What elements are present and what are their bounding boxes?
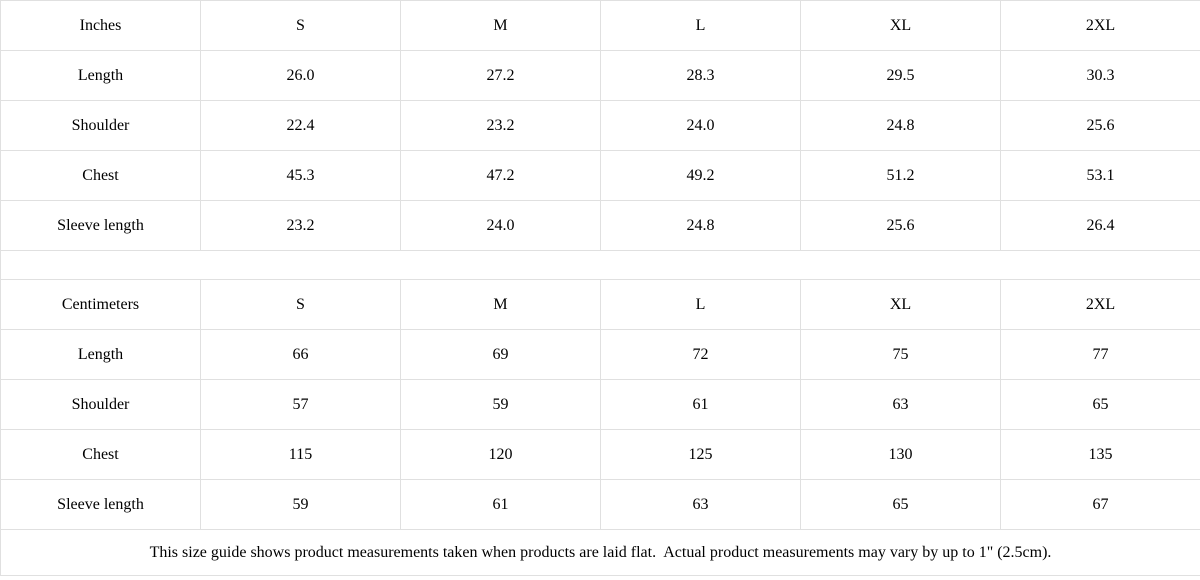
value-cell: 59: [200, 479, 401, 530]
value-cell: 28.3: [600, 50, 801, 101]
value-cell: 24.8: [800, 100, 1001, 151]
table-row: Length 26.0 27.2 28.3 29.5 30.3: [0, 50, 1200, 101]
size-header-l: L: [600, 279, 801, 330]
value-cell: 30.3: [1000, 50, 1200, 101]
value-cell: 27.2: [400, 50, 601, 101]
value-cell: 24.8: [600, 200, 801, 251]
size-header-l: L: [600, 0, 801, 51]
value-cell: 65: [800, 479, 1001, 530]
value-cell: 24.0: [600, 100, 801, 151]
value-cell: 115: [200, 429, 401, 480]
value-cell: 65: [1000, 379, 1200, 430]
table-row: Chest 45.3 47.2 49.2 51.2 53.1: [0, 150, 1200, 201]
value-cell: 63: [600, 479, 801, 530]
value-cell: 23.2: [200, 200, 401, 251]
table-row: Shoulder 57 59 61 63 65: [0, 379, 1200, 430]
value-cell: 61: [600, 379, 801, 430]
value-cell: 23.2: [400, 100, 601, 151]
value-cell: 72: [600, 329, 801, 380]
size-header-m: M: [400, 0, 601, 51]
separator-cell: [0, 250, 1200, 280]
value-cell: 45.3: [200, 150, 401, 201]
value-cell: 24.0: [400, 200, 601, 251]
value-cell: 29.5: [800, 50, 1001, 101]
value-cell: 57: [200, 379, 401, 430]
value-cell: 135: [1000, 429, 1200, 480]
value-cell: 67: [1000, 479, 1200, 530]
row-label-cell: Shoulder: [0, 379, 201, 430]
table-row: Length 66 69 72 75 77: [0, 329, 1200, 380]
size-header-2xl: 2XL: [1000, 0, 1200, 51]
row-label-cell: Chest: [0, 150, 201, 201]
value-cell: 66: [200, 329, 401, 380]
value-cell: 63: [800, 379, 1001, 430]
value-cell: 26.0: [200, 50, 401, 101]
size-header-xl: XL: [800, 0, 1001, 51]
value-cell: 51.2: [800, 150, 1001, 201]
separator-row: [0, 250, 1200, 280]
value-cell: 75: [800, 329, 1001, 380]
value-cell: 26.4: [1000, 200, 1200, 251]
value-cell: 59: [400, 379, 601, 430]
centimeters-header-row: Centimeters S M L XL 2XL: [0, 279, 1200, 330]
unit-header-centimeters: Centimeters: [0, 279, 201, 330]
row-label-cell: Sleeve length: [0, 479, 201, 530]
value-cell: 69: [400, 329, 601, 380]
row-label-cell: Sleeve length: [0, 200, 201, 251]
value-cell: 77: [1000, 329, 1200, 380]
value-cell: 25.6: [800, 200, 1001, 251]
size-header-2xl: 2XL: [1000, 279, 1200, 330]
inches-header-row: Inches S M L XL 2XL: [0, 0, 1200, 51]
size-header-m: M: [400, 279, 601, 330]
size-header-s: S: [200, 279, 401, 330]
row-label-cell: Shoulder: [0, 100, 201, 151]
table-row: Chest 115 120 125 130 135: [0, 429, 1200, 480]
unit-header-inches: Inches: [0, 0, 201, 51]
table-row: Shoulder 22.4 23.2 24.0 24.8 25.6: [0, 100, 1200, 151]
value-cell: 25.6: [1000, 100, 1200, 151]
value-cell: 22.4: [200, 100, 401, 151]
value-cell: 53.1: [1000, 150, 1200, 201]
row-label-cell: Chest: [0, 429, 201, 480]
row-label-cell: Length: [0, 329, 201, 380]
value-cell: 61: [400, 479, 601, 530]
footer-note-row: This size guide shows product measuremen…: [0, 529, 1200, 576]
value-cell: 49.2: [600, 150, 801, 201]
table-row: Sleeve length 23.2 24.0 24.8 25.6 26.4: [0, 200, 1200, 251]
size-header-xl: XL: [800, 279, 1001, 330]
row-label-cell: Length: [0, 50, 201, 101]
size-header-s: S: [200, 0, 401, 51]
value-cell: 47.2: [400, 150, 601, 201]
footer-note: This size guide shows product measuremen…: [0, 529, 1200, 576]
value-cell: 125: [600, 429, 801, 480]
value-cell: 120: [400, 429, 601, 480]
table-row: Sleeve length 59 61 63 65 67: [0, 479, 1200, 530]
value-cell: 130: [800, 429, 1001, 480]
